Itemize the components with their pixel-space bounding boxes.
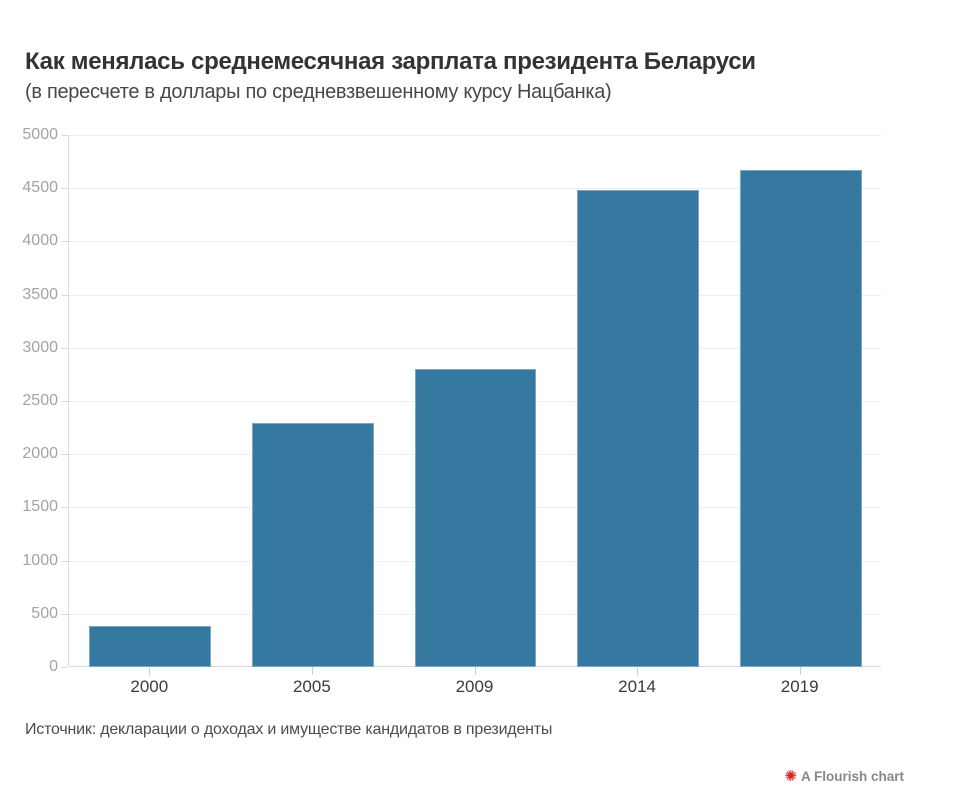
y-axis-tick-500 xyxy=(61,613,68,615)
x-axis-label-2005: 2005 xyxy=(292,677,331,696)
y-axis-label-500: 500 xyxy=(31,604,58,622)
x-axis-label-2000: 2000 xyxy=(130,677,169,696)
y-axis-label-3000: 3000 xyxy=(22,338,58,356)
y-axis-tick-3000 xyxy=(61,347,68,349)
y-axis-label-4500: 4500 xyxy=(22,179,58,197)
x-axis-tick-2005 xyxy=(311,667,313,675)
y-axis-label-1000: 1000 xyxy=(22,551,58,569)
gridline-3500 xyxy=(69,294,881,296)
bar-2014[interactable] xyxy=(577,190,700,667)
x-axis-tick-2009 xyxy=(474,667,476,675)
plot-area xyxy=(68,135,881,667)
y-axis-tick-3500 xyxy=(61,294,68,296)
y-axis-label-4000: 4000 xyxy=(22,232,58,250)
flourish-credit-link[interactable]: ✺ A Flourish chart xyxy=(784,769,904,784)
y-axis-label-3500: 3500 xyxy=(22,285,58,303)
y-axis-label-1500: 1500 xyxy=(22,498,58,516)
gridline-5000 xyxy=(69,135,881,136)
bar-2009[interactable] xyxy=(414,369,537,667)
chart-subtitle: (в пересчете в доллары по средневзвешенн… xyxy=(25,81,612,103)
x-axis-tick-2019 xyxy=(799,667,801,675)
x-axis-tick-2014 xyxy=(637,667,639,675)
bar-2000[interactable] xyxy=(89,625,212,667)
y-axis-label-0: 0 xyxy=(49,658,58,675)
flourish-credit-label: A Flourish chart xyxy=(800,769,904,784)
chart-title: Как менялась среднемесячная зарплата пре… xyxy=(25,48,756,75)
x-axis-label-2014: 2014 xyxy=(618,677,656,696)
y-axis-tick-1000 xyxy=(61,560,68,562)
y-axis-tick-1500 xyxy=(61,507,68,509)
y-axis-tick-4000 xyxy=(61,241,68,243)
y-axis-tick-2000 xyxy=(61,454,68,456)
source-note: Источник: декларации о доходах и имущест… xyxy=(25,721,553,738)
y-axis-tick-0 xyxy=(61,667,68,668)
x-axis-label-2019: 2019 xyxy=(780,677,819,696)
bar-2019[interactable] xyxy=(739,170,862,667)
bar-2005[interactable] xyxy=(251,423,374,667)
y-axis-label-2000: 2000 xyxy=(22,445,58,463)
gridline-3000 xyxy=(69,347,881,349)
flourish-starburst-icon: ✺ xyxy=(784,768,797,785)
y-axis-tick-5000 xyxy=(61,135,68,136)
y-axis-tick-2500 xyxy=(61,401,68,402)
y-axis-tick-4500 xyxy=(61,188,68,190)
gridline-4000 xyxy=(69,241,881,243)
x-axis-tick-2000 xyxy=(149,667,151,675)
y-axis-label-5000: 5000 xyxy=(22,126,58,143)
y-axis-label-2500: 2500 xyxy=(22,392,58,409)
gridline-4500 xyxy=(69,188,881,190)
x-axis-label-2009: 2009 xyxy=(455,677,494,696)
